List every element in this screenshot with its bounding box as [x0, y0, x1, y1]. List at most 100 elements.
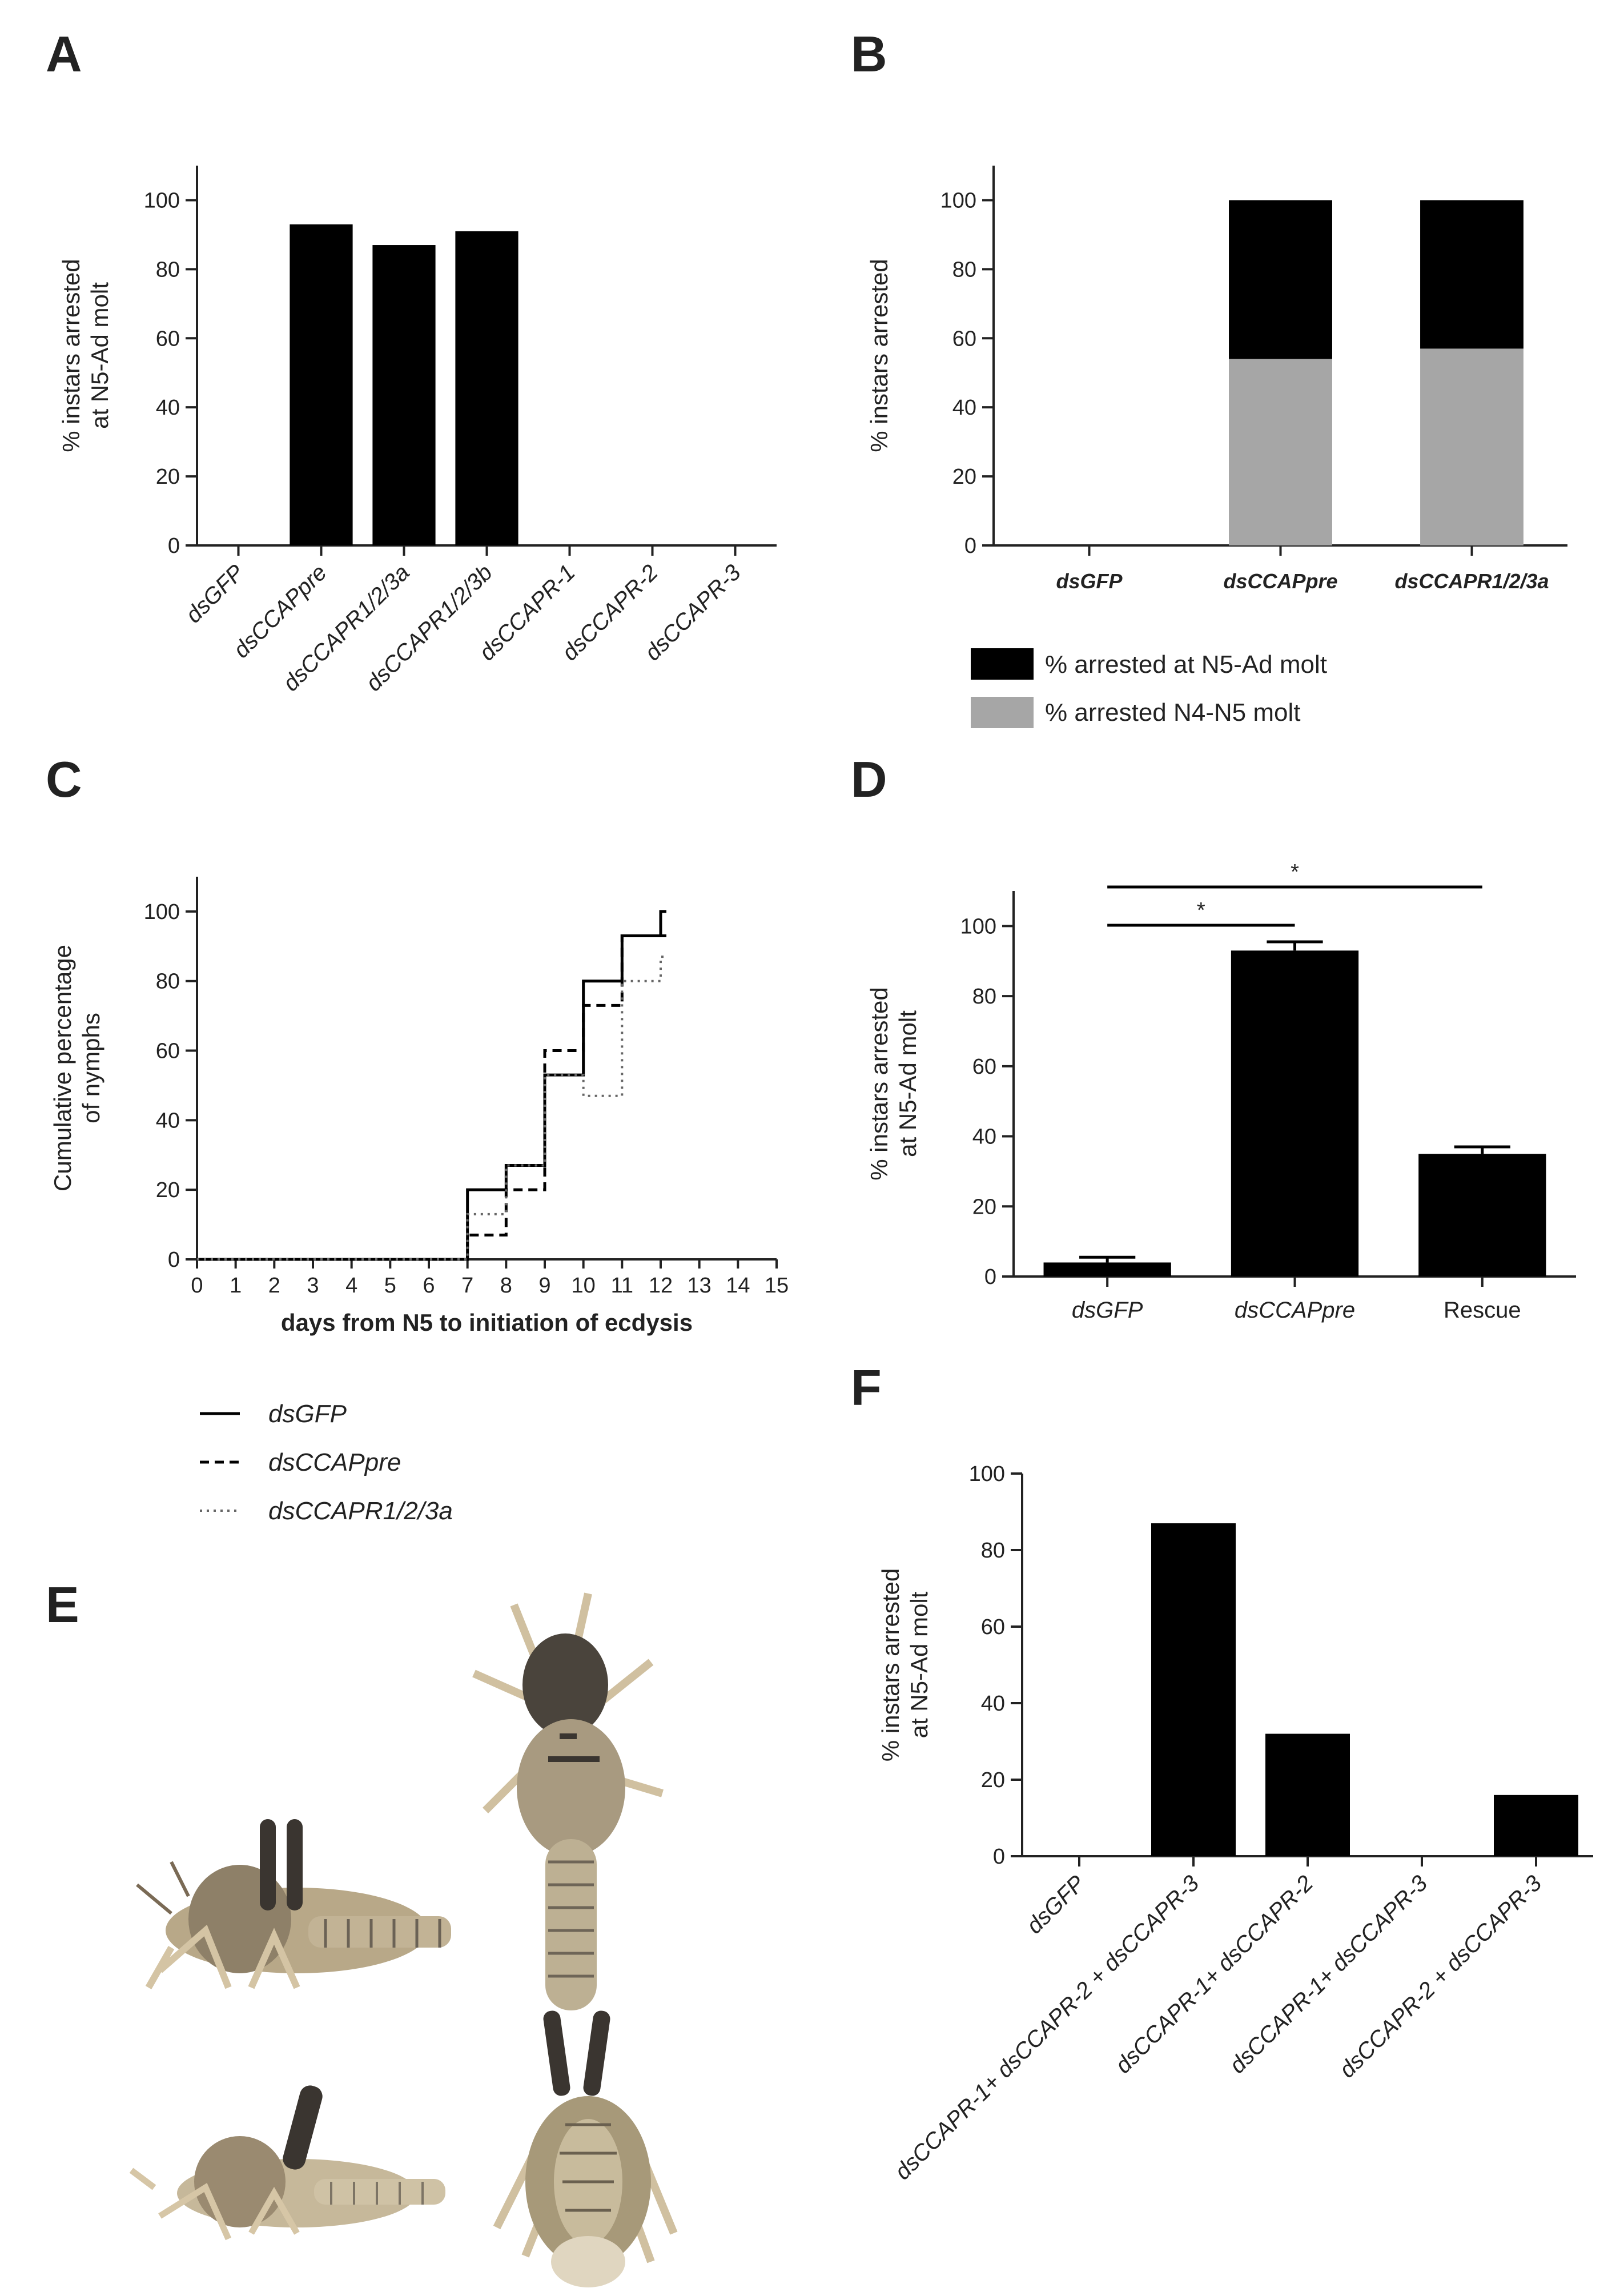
bar: [290, 224, 353, 546]
y-tick-label: 20: [972, 1195, 996, 1219]
x-tick-label: dsCCAPR1/2/3a: [1394, 569, 1549, 593]
y-tick-label: 0: [964, 534, 976, 558]
y-tick-label: 20: [981, 1768, 1005, 1792]
x-tick-label: dsCCAPpre: [1235, 1298, 1355, 1323]
x-tick-label: 13: [688, 1274, 711, 1298]
legend-c-label-2: dsCCAPpre: [268, 1448, 401, 1476]
series-line-dsgfp: [197, 910, 666, 1261]
bar: [1231, 950, 1359, 1277]
y-tick-label: 0: [993, 1845, 1005, 1869]
locust-side-2: [129, 2085, 445, 2241]
y-tick-label: 100: [144, 900, 180, 924]
x-tick-label: 8: [500, 1274, 512, 1298]
y-tick-label: 80: [952, 258, 976, 282]
legend-b: % arrested at N5-Ad molt % arrested N4-N…: [971, 648, 1327, 728]
y-tick-label: 40: [972, 1125, 996, 1149]
legend-c: dsGFP dsCCAPpre dsCCAPR1/2/3a: [200, 1400, 453, 1525]
x-tick-label: dsCCAPR-1+ dsCCAPR-3: [1225, 1870, 1433, 2078]
y-tick-label: 80: [972, 985, 996, 1009]
y-tick-label: 40: [156, 396, 180, 420]
bar-segment: [1229, 359, 1332, 545]
bar-segment: [1229, 200, 1332, 359]
series-line-dsccappre: [197, 934, 666, 1261]
x-tick-label: 15: [765, 1274, 789, 1298]
y-tick-label: 40: [156, 1109, 180, 1133]
y-axis-title: % instars arrested at N5-Ad molt: [866, 987, 921, 1180]
chart-b: 0 20 40 60 80 100 % instars arrested dsGFP dsCCA…: [866, 166, 1567, 593]
legend-b-label-2: % arrested N4-N5 molt: [1045, 699, 1300, 726]
x-tick-label: 9: [538, 1274, 550, 1298]
significance-label: *: [1197, 898, 1205, 922]
y-axis-title-line: % instars arrested: [877, 1568, 904, 1761]
y-tick-label: 80: [156, 258, 180, 282]
legend-b-label-1: % arrested at N5-Ad molt: [1045, 651, 1327, 679]
y-tick-label: 20: [156, 1178, 180, 1202]
bar: [372, 245, 436, 546]
y-tick-label: 80: [156, 970, 180, 994]
bar: [1151, 1523, 1236, 1856]
x-tick-label: 4: [345, 1274, 357, 1298]
y-tick-label: 40: [981, 1692, 1005, 1716]
bar: [1043, 1262, 1171, 1277]
panel-letter-f: F: [851, 1359, 882, 1416]
x-tick-label: dsCCAPR-2 + dsCCAPR-3: [1334, 1870, 1546, 2082]
y-tick-label: 100: [960, 914, 996, 938]
bar: [1265, 1733, 1350, 1856]
y-axis-title: % instars arrested at N5-Ad molt: [58, 259, 113, 452]
y-tick-label: 100: [940, 188, 976, 212]
chart-a: 0 20 40 60 80 100 % instars arrested at N5-Ad m…: [58, 166, 777, 696]
x-tick-label: dsGFP: [1056, 569, 1123, 593]
y-axis-title-line: % instars arrested: [58, 259, 85, 452]
x-tick-label: Rescue: [1444, 1298, 1521, 1323]
x-tick-label: 0: [191, 1274, 203, 1298]
legend-c-label-3: dsCCAPR1/2/3a: [268, 1497, 453, 1525]
y-axis-title: % instars arrested at N5-Ad molt: [877, 1568, 932, 1761]
y-tick-label: 60: [156, 1039, 180, 1063]
x-tick-label: dsGFP: [1022, 1870, 1090, 1938]
panel-letter-c: C: [46, 751, 82, 808]
x-tick-label: 3: [307, 1274, 319, 1298]
legend-b-swatch-black: [971, 648, 1034, 680]
x-tick-label: 5: [384, 1274, 396, 1298]
y-tick-label: 20: [156, 465, 180, 489]
x-tick-label: 7: [461, 1274, 473, 1298]
x-tick-label: 11: [611, 1274, 633, 1298]
x-tick-label: 14: [726, 1274, 750, 1298]
x-tick-label: 12: [649, 1274, 673, 1298]
y-tick-label: 80: [981, 1539, 1005, 1563]
x-tick-label: dsGFP: [1072, 1298, 1143, 1323]
x-axis-title: days from N5 to initiation of ecdysis: [281, 1309, 693, 1336]
x-tick-label: dsCCAPpre: [1223, 569, 1337, 593]
y-tick-label: 40: [952, 396, 976, 420]
chart-d: 0 20 40 60 80 100 % instars arrested at N5-Ad m…: [866, 860, 1576, 1323]
y-tick-label: 0: [168, 1248, 180, 1272]
y-tick-label: 60: [981, 1615, 1005, 1639]
chart-f: 0 20 40 60 80 100 % instars arrested at N5-Ad m…: [877, 1462, 1593, 2185]
locust-top-1: [472, 1592, 664, 2010]
x-tick-label: 6: [423, 1274, 435, 1298]
x-tick-label: 1: [230, 1274, 242, 1298]
locust-side-1: [136, 1819, 451, 1989]
y-axis-title: Cumulative percentage of nymphs: [49, 945, 104, 1191]
y-axis-title-line: at N5-Ad molt: [906, 1591, 932, 1738]
bar-segment: [1420, 348, 1523, 545]
legend-c-label-1: dsGFP: [268, 1400, 347, 1428]
locust-top-2: [493, 2010, 678, 2287]
panel-letter-d: D: [851, 751, 887, 808]
series-line-dsccapr1-2-3a: [197, 956, 666, 1261]
significance-label: *: [1291, 860, 1299, 884]
bar: [455, 231, 518, 545]
y-tick-label: 60: [972, 1055, 996, 1079]
y-tick-label: 100: [969, 1462, 1005, 1486]
bar: [1418, 1154, 1546, 1277]
y-axis-title-line: of nymphs: [78, 1013, 104, 1123]
y-axis-title-line: % instars arrested: [866, 987, 893, 1180]
x-tick-label: 10: [572, 1274, 596, 1298]
y-axis-title-line: at N5-Ad molt: [86, 282, 113, 429]
legend-b-swatch-gray: [971, 697, 1034, 728]
x-tick-label: dsCCAPR-1+ dsCCAPR-2: [1111, 1870, 1319, 2078]
y-tick-label: 100: [144, 188, 180, 212]
panel-letter-a: A: [46, 26, 82, 82]
